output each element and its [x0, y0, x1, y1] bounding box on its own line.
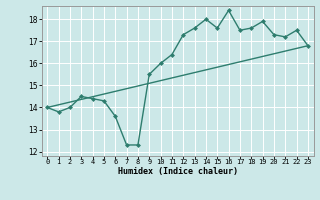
- X-axis label: Humidex (Indice chaleur): Humidex (Indice chaleur): [118, 167, 237, 176]
